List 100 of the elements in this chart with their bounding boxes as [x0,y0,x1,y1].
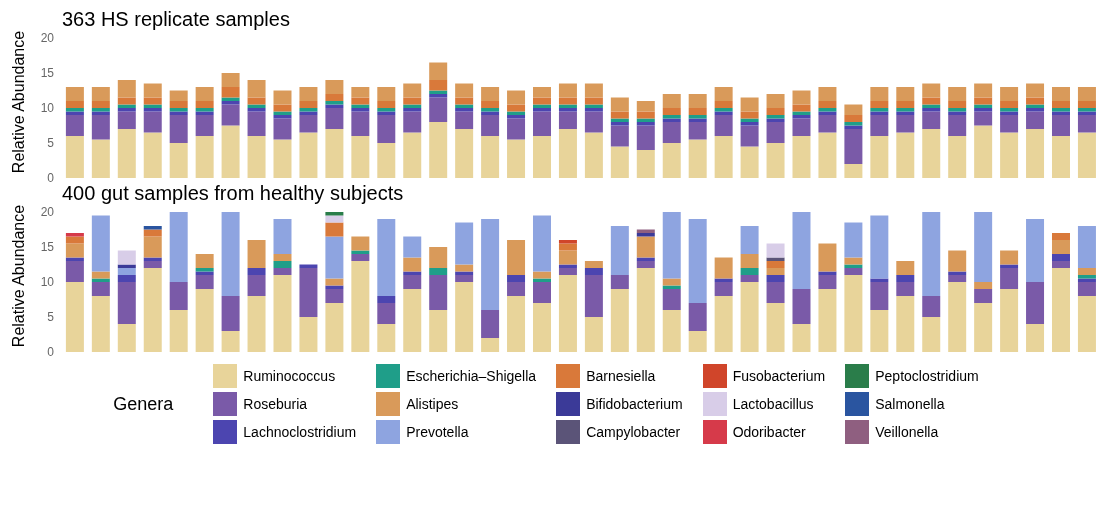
bar [325,108,344,129]
bar [1077,101,1096,108]
bar [247,275,266,296]
bar [507,296,526,352]
legend-label: Roseburia [243,396,308,412]
bar [1026,324,1045,352]
bar [91,101,110,108]
bar [532,282,551,303]
y-tick-label: 15 [40,240,55,255]
bar [273,219,292,254]
bar [844,222,863,258]
chart-title: 363 HS replicate samples [62,8,291,32]
bar [714,257,733,279]
bar [143,236,162,258]
bar [117,282,136,324]
bar [1000,268,1019,289]
bar [818,101,837,108]
bar [117,324,136,352]
bar [91,215,110,272]
bar [429,62,448,80]
bar [195,87,214,101]
bar [351,111,370,136]
bar [766,303,785,352]
bar [1026,129,1045,178]
bar [117,111,136,129]
bar [481,115,500,136]
bar [1000,289,1019,352]
bar [532,215,551,272]
bar [558,83,577,98]
bar [481,219,500,310]
bar [325,278,344,286]
y-tick-label: 5 [47,136,55,151]
bar [273,104,292,112]
bar [325,236,344,279]
bar [818,275,837,289]
bar [507,115,526,119]
bar [221,87,240,98]
legend-label: Alistipes [406,396,459,412]
bar [584,111,603,133]
bar [870,101,889,108]
bar [1026,111,1045,129]
bar [91,282,110,296]
bar [714,282,733,296]
legend-label: Salmonella [875,396,945,412]
bar [91,115,110,140]
bar [351,261,370,352]
bar [325,289,344,303]
bar [143,83,162,98]
bar [662,289,681,310]
bar [1051,101,1070,108]
bar [974,97,993,105]
bar [1000,132,1019,178]
bar [403,257,422,272]
bar [377,296,396,303]
bar [143,111,162,133]
bar [792,289,811,324]
bar [844,115,863,122]
bar [844,129,863,164]
bar [195,136,214,178]
bar [558,268,577,275]
bar [1000,87,1019,101]
bar [221,331,240,352]
bar [325,129,344,178]
bar [117,97,136,105]
bar [688,94,707,108]
bar [143,226,162,230]
bar [714,101,733,108]
bar [507,104,526,112]
bar [195,254,214,268]
bar [351,136,370,178]
bar [455,222,474,265]
bar [169,310,188,352]
bar [740,122,759,126]
bar [481,136,500,178]
bar [922,212,941,296]
bar [325,80,344,94]
bar [532,136,551,178]
bar [688,303,707,331]
bar [532,108,551,112]
bar [507,275,526,282]
bar [65,136,84,178]
bar [740,254,759,268]
bar [1000,250,1019,265]
bar [948,115,967,136]
legend-label: Peptoclostridium [875,368,979,384]
bar [1077,132,1096,178]
bar [870,215,889,279]
bar [91,87,110,101]
bar [169,101,188,108]
bar [429,80,448,91]
bar [818,115,837,133]
bar [429,247,448,268]
bar [636,101,655,112]
bar [221,73,240,87]
bar [896,101,915,108]
bar [377,219,396,296]
bar [65,261,84,282]
bar [922,296,941,317]
y-tick-label: 15 [40,66,55,81]
bar [247,97,266,105]
